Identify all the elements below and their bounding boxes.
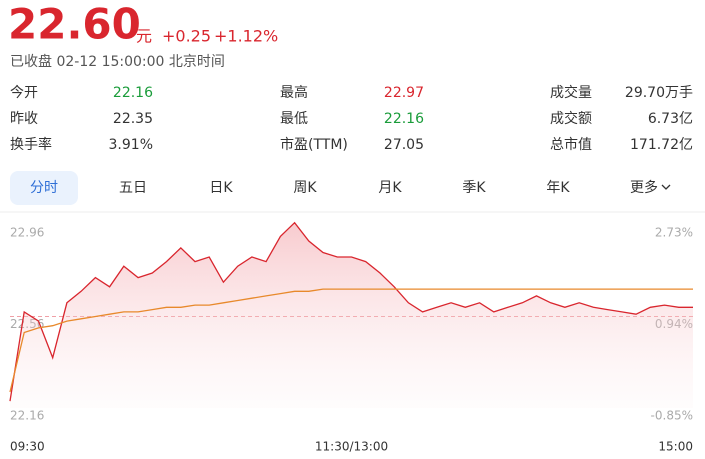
stat-value: 6.73亿 bbox=[648, 111, 693, 127]
price: 22.60 bbox=[8, 0, 141, 49]
stat-label: 市盈(TTM) bbox=[280, 136, 348, 153]
tab[interactable]: 季K bbox=[462, 180, 486, 196]
stat-label: 最低 bbox=[280, 111, 308, 127]
stat-value: 22.97 bbox=[384, 85, 424, 101]
tab[interactable]: 分时 bbox=[30, 180, 58, 196]
stat-label: 最高 bbox=[280, 84, 308, 101]
line bbox=[9, 221, 693, 402]
tab-active-bg bbox=[10, 171, 78, 205]
stat-label: 成交量 bbox=[550, 84, 592, 101]
chevron bbox=[661, 184, 671, 190]
y2-tick-label: -0.85% bbox=[651, 409, 693, 423]
stat-value: 171.72亿 bbox=[630, 137, 693, 153]
y-tick-label: 22.16 bbox=[10, 409, 44, 423]
stat-value: 22.35 bbox=[113, 111, 153, 127]
y2-tick-label: 2.73% bbox=[655, 226, 693, 240]
area bbox=[10, 222, 693, 408]
stat-label: 成交额 bbox=[550, 110, 592, 127]
tab[interactable]: 周K bbox=[293, 180, 317, 196]
stat-label: 昨收 bbox=[10, 111, 38, 127]
stat-value: 3.91% bbox=[109, 137, 153, 153]
stat-value: 27.05 bbox=[384, 137, 424, 153]
x-tick-label: 09:30 bbox=[10, 440, 45, 454]
stat-label: 换手率 bbox=[10, 136, 52, 153]
tab[interactable]: 五日 bbox=[119, 180, 147, 196]
status: 已收盘 02-12 15:00:00 北京时间 bbox=[10, 53, 225, 70]
tab[interactable]: 日K bbox=[209, 180, 233, 196]
stat-value: 22.16 bbox=[113, 85, 153, 101]
y-tick-label: 22.96 bbox=[10, 226, 44, 240]
tab[interactable]: 年K bbox=[546, 180, 570, 196]
tab[interactable]: 更多 bbox=[630, 179, 658, 196]
stat-value: 22.16 bbox=[384, 111, 424, 127]
stat-label: 总市值 bbox=[550, 136, 592, 153]
stat-value: 29.70万手 bbox=[625, 85, 693, 101]
stat-label: 今开 bbox=[10, 85, 38, 101]
change-pct: +1.12% bbox=[214, 27, 278, 46]
x-tick-label: 11:30/13:00 bbox=[315, 440, 388, 454]
change: +0.25 bbox=[162, 27, 211, 46]
line bbox=[9, 288, 693, 393]
price-unit: 元 bbox=[136, 27, 152, 46]
tab[interactable]: 月K bbox=[378, 180, 402, 196]
plot: 22.1622.5622.96-0.85%0.94%2.73%09:3011:3… bbox=[9, 221, 693, 454]
x-tick-label: 15:00 bbox=[658, 440, 693, 454]
